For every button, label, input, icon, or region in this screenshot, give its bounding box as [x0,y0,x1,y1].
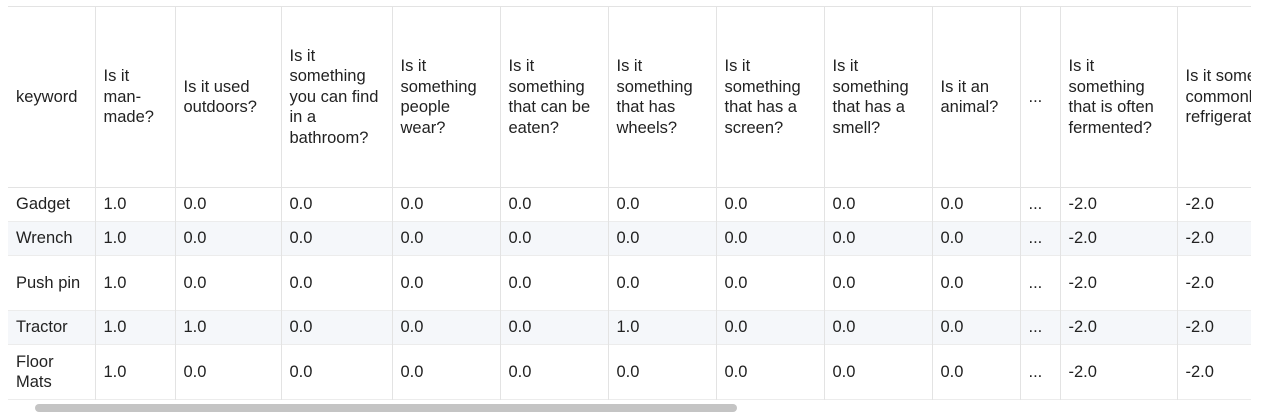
table-cell: 0.0 [932,344,1021,400]
table-cell: 0.0 [716,221,825,256]
table-cell: 0.0 [716,187,825,222]
table-cell: 1.0 [95,310,176,345]
table-cell: 0.0 [608,344,717,400]
table-cell: 0.0 [608,187,717,222]
dataframe-viewport[interactable]: keyword Is it man-made? Is it used outdo… [8,6,1251,401]
column-header: Is it something that has wheels? [608,7,717,188]
table-cell: 0.0 [392,310,501,345]
ellipsis-cell: ... [1020,221,1061,256]
column-header: Is it something that has a screen? [716,7,825,188]
table-cell: 0.0 [392,255,501,311]
table-row: Floor Mats 1.0 0.0 0.0 0.0 0.0 0.0 0.0 0… [8,344,1251,400]
table-cell: -2.0 [1177,221,1251,256]
table-cell: 0.0 [175,344,282,400]
row-keyword-cell: Tractor [8,310,96,345]
table-cell: 0.0 [608,255,717,311]
table-cell: -2.0 [1060,255,1178,311]
table-cell: 0.0 [932,310,1021,345]
table-cell: 0.0 [500,344,609,400]
table-cell: 1.0 [95,221,176,256]
table-cell: 0.0 [392,344,501,400]
table-cell: 0.0 [932,187,1021,222]
table-cell: 0.0 [281,310,393,345]
table-cell: 0.0 [500,255,609,311]
ellipsis-cell: ... [1020,344,1061,400]
table-cell: 0.0 [500,221,609,256]
table-cell: 0.0 [824,310,933,345]
table-cell: -2.0 [1060,344,1178,400]
horizontal-scrollbar[interactable] [8,401,1251,412]
table-cell: 0.0 [175,187,282,222]
table-cell: 0.0 [281,221,393,256]
table-cell: 0.0 [716,344,825,400]
row-keyword-cell: Push pin [8,255,96,311]
ellipsis-column-header: ... [1020,7,1061,188]
table-cell: 0.0 [716,255,825,311]
table-cell: 0.0 [932,255,1021,311]
table-cell: 0.0 [824,187,933,222]
column-header: Is it used outdoors? [175,7,282,188]
column-header-keyword: keyword [8,7,96,188]
table-row: Push pin 1.0 0.0 0.0 0.0 0.0 0.0 0.0 0.0… [8,255,1251,311]
table-cell: 1.0 [175,310,282,345]
table-cell: 0.0 [824,221,933,256]
table-cell: 0.0 [281,255,393,311]
table-cell: 0.0 [392,221,501,256]
table-cell: 0.0 [716,310,825,345]
column-header: Is it man-made? [95,7,176,188]
table-cell: -2.0 [1177,255,1251,311]
table-cell: 0.0 [932,221,1021,256]
row-keyword-cell: Wrench [8,221,96,256]
table-cell: 0.0 [824,344,933,400]
table-cell: 0.0 [281,187,393,222]
table-cell: 0.0 [392,187,501,222]
table-cell: 0.0 [824,255,933,311]
ellipsis-cell: ... [1020,187,1061,222]
table-row: Gadget 1.0 0.0 0.0 0.0 0.0 0.0 0.0 0.0 0… [8,187,1251,222]
column-header: Is it something that is often fermented? [1060,7,1178,188]
table-cell: -2.0 [1060,310,1178,345]
table-cell: -2.0 [1177,310,1251,345]
table-cell: 0.0 [608,221,717,256]
table-cell: 1.0 [608,310,717,345]
table-cell: 1.0 [95,187,176,222]
table-row: Tractor 1.0 1.0 0.0 0.0 0.0 1.0 0.0 0.0 … [8,310,1251,345]
column-header: Is it something people wear? [392,7,501,188]
ellipsis-cell: ... [1020,255,1061,311]
table-cell: 0.0 [500,187,609,222]
row-keyword-cell: Floor Mats [8,344,96,400]
column-header: Is it an animal? [932,7,1021,188]
table-cell: 0.0 [175,221,282,256]
column-header: Is it something you can find in a bathro… [281,7,393,188]
column-header: Is it something that has a smell? [824,7,933,188]
column-header: Is it something that is commonly found i… [1177,7,1251,188]
table-cell: 0.0 [281,344,393,400]
table-cell: 1.0 [95,344,176,400]
table-cell: 0.0 [175,255,282,311]
header-row: keyword Is it man-made? Is it used outdo… [8,7,1251,188]
scrollbar-thumb[interactable] [35,404,737,412]
ellipsis-cell: ... [1020,310,1061,345]
table-cell: -2.0 [1177,187,1251,222]
table-cell: 0.0 [500,310,609,345]
table-cell: -2.0 [1177,344,1251,400]
table-row: Wrench 1.0 0.0 0.0 0.0 0.0 0.0 0.0 0.0 0… [8,221,1251,256]
dataframe-table: keyword Is it man-made? Is it used outdo… [8,7,1251,400]
column-header: Is it something that can be eaten? [500,7,609,188]
table-cell: -2.0 [1060,187,1178,222]
table-cell: -2.0 [1060,221,1178,256]
table-cell: 1.0 [95,255,176,311]
row-keyword-cell: Gadget [8,187,96,222]
